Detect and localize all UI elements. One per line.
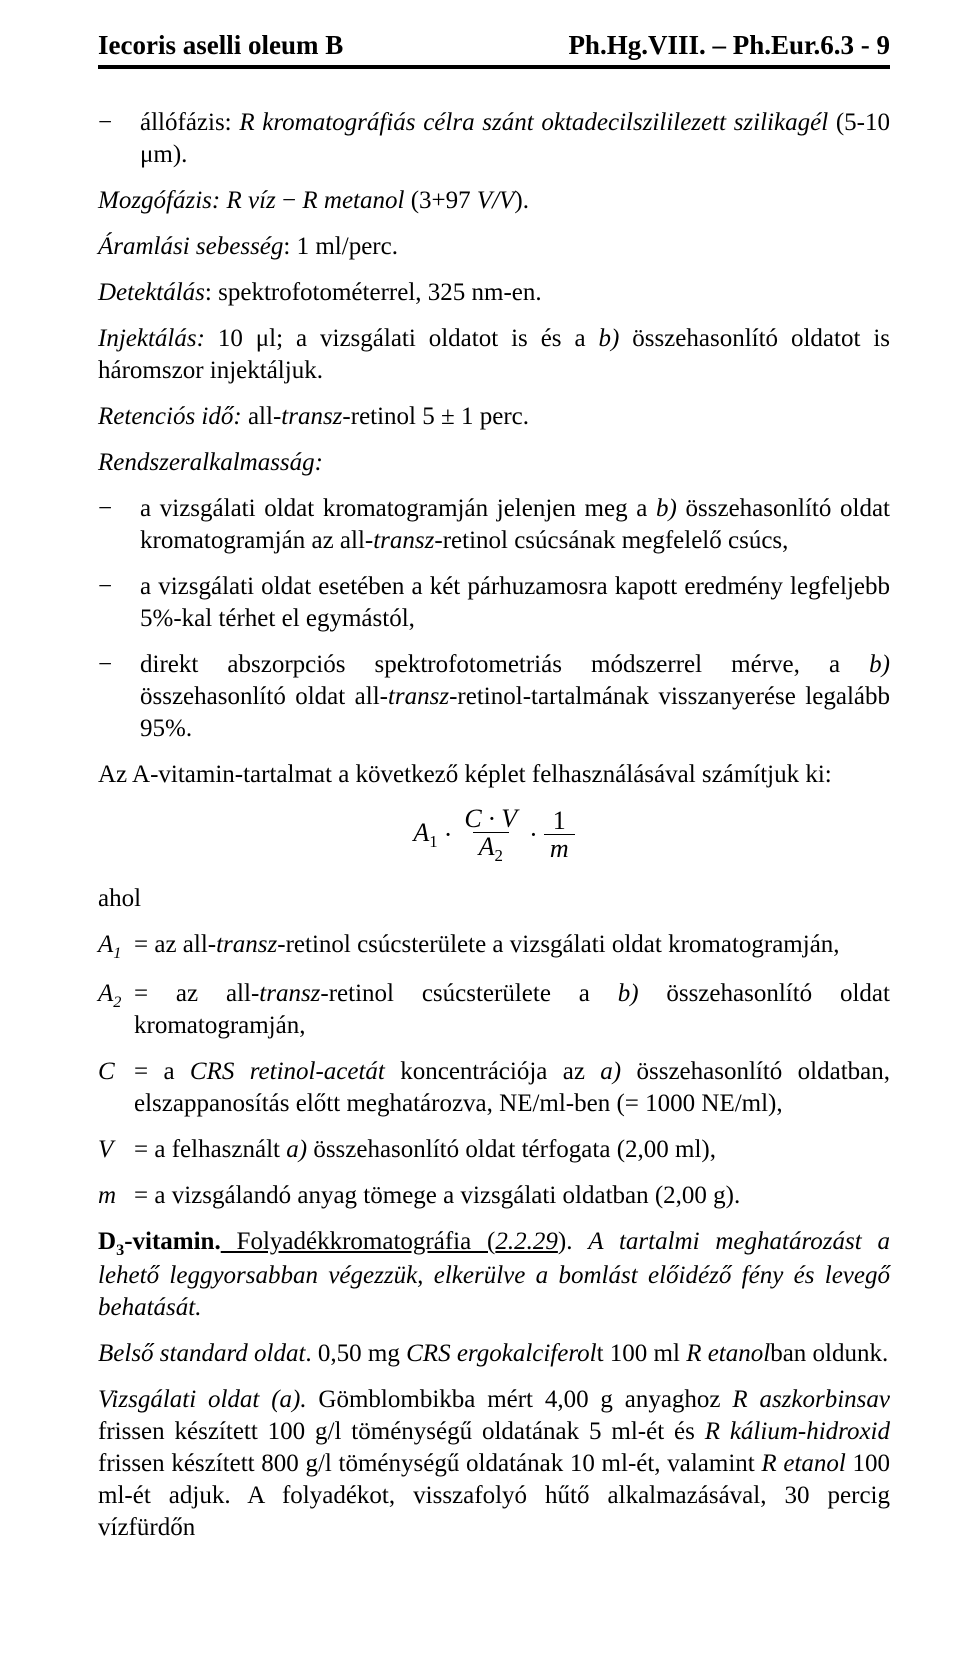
def-V: V = a felhasznált a) összehasonlító olda… <box>98 1134 890 1166</box>
formula: A1 · C · V A2 · 1 m <box>98 805 890 865</box>
para-where: ahol <box>98 883 890 915</box>
page-header: Iecoris aselli oleum B Ph.Hg.VIII. – Ph.… <box>98 28 890 63</box>
para-retention-time: Retenciós idő: all-transz-retinol 5 ± 1 … <box>98 401 890 433</box>
para-injection: Injektálás: 10 μl; a vizsgálati oldatot … <box>98 323 890 387</box>
bullet-1: −a vizsgálati oldat kromatogramján jelen… <box>98 493 890 557</box>
para-flow-rate: Áramlási sebesség: 1 ml/perc. <box>98 231 890 263</box>
para-d3-vitamin: D3-vitamin. Folyadékkromatográfia (2.2.2… <box>98 1226 890 1325</box>
para-test-solution: Vizsgálati oldat (a). Gömblombikba mért … <box>98 1384 890 1544</box>
header-right: Ph.Hg.VIII. – Ph.Eur.6.3 - 9 <box>568 28 890 63</box>
definitions: A1 = az all-transz-retinol csúcsterülete… <box>98 929 890 1212</box>
para-internal-standard: Belső standard oldat. 0,50 mg CRS ergoka… <box>98 1338 890 1370</box>
def-m: m = a vizsgálandó anyag tömege a vizsgál… <box>98 1180 890 1212</box>
def-A2: A2 = az all-transz-retinol csúcsterülete… <box>98 978 890 1042</box>
def-A1: A1 = az all-transz-retinol csúcsterülete… <box>98 929 890 964</box>
bullet-2: −a vizsgálati oldat esetében a két párhu… <box>98 571 890 635</box>
para-detection: Detektálás: spektrofotométerrel, 325 nm-… <box>98 277 890 309</box>
para-system-suitability: Rendszeralkalmasság: <box>98 447 890 479</box>
bullet-stationary-phase: −állófázis: R kromatográfiás célra szánt… <box>98 107 890 171</box>
header-left: Iecoris aselli oleum B <box>98 28 343 63</box>
def-C: C = a CRS retinol-acetát koncentrációja … <box>98 1056 890 1120</box>
header-rule <box>98 65 890 69</box>
para-mobile-phase: Mozgófázis: R víz − R metanol (3+97 V/V)… <box>98 185 890 217</box>
para-calc-intro: Az A-vitamin-tartalmat a következő képle… <box>98 759 890 791</box>
bullet-3: −direkt abszorpciós spektrofotometriás m… <box>98 649 890 745</box>
